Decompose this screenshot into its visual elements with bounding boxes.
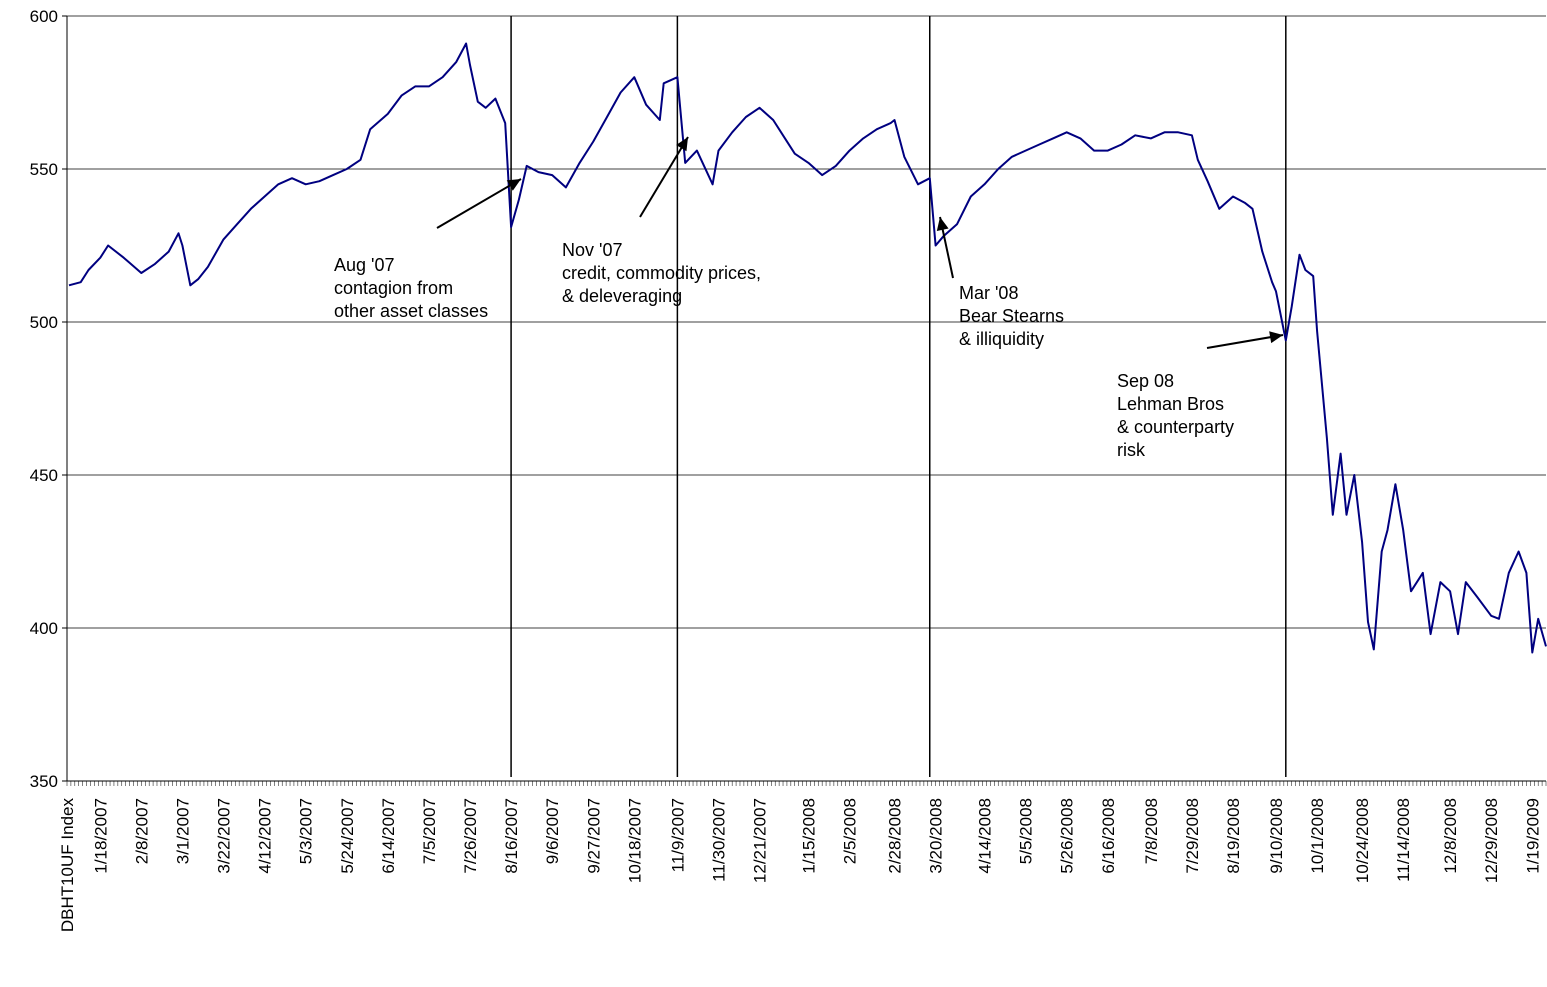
- arrowhead: [936, 217, 949, 231]
- event-lines: [510, 16, 1287, 777]
- x-tick-label: 7/26/2007: [461, 798, 480, 874]
- x-tick-label: 2/8/2007: [132, 798, 151, 864]
- x-tick-label: 8/19/2008: [1224, 798, 1243, 874]
- x-tick-label: 12/29/2008: [1482, 798, 1501, 883]
- annotation-line: Nov '07: [562, 240, 622, 260]
- y-tick-label: 550: [30, 160, 58, 179]
- x-tick-label: 7/8/2008: [1142, 798, 1161, 864]
- x-tick-label: 1/18/2007: [91, 798, 110, 874]
- annotation-text: Nov '07 credit, commodity prices, & deleve…: [562, 240, 761, 306]
- annotation-line: & counterparty: [1117, 417, 1234, 437]
- x-tick-label: 10/24/2008: [1353, 798, 1372, 883]
- annotation-line: Mar '08: [959, 283, 1018, 303]
- x-tick-label: 9/10/2008: [1267, 798, 1286, 874]
- x-tick-label: 11/9/2007: [668, 798, 687, 872]
- annotation-line: Lehman Bros: [1117, 394, 1224, 414]
- x-tick-label: 5/24/2007: [338, 798, 357, 874]
- x-tick-label: 7/5/2007: [420, 798, 439, 864]
- arrowhead: [506, 179, 521, 191]
- gridlines: [67, 15, 1546, 629]
- x-tick-label: 9/6/2007: [543, 798, 562, 864]
- series-layer: [68, 42, 1547, 654]
- y-tick-label: 400: [30, 619, 58, 638]
- x-tick-label: 1/15/2008: [799, 798, 818, 874]
- annotation-text: Aug '07 contagion from other asset classes: [334, 255, 488, 321]
- x-tick-label: 12/8/2008: [1441, 798, 1460, 874]
- x-tick-label: 9/27/2007: [584, 798, 603, 874]
- x-tick-label: 4/12/2007: [256, 798, 275, 874]
- annotation-line: Sep 08: [1117, 371, 1174, 391]
- annotation-line: & illiquidity: [959, 329, 1044, 349]
- arrowhead: [676, 137, 688, 152]
- annotation-line: & deleveraging: [562, 286, 682, 306]
- x-tick-label: 4/14/2008: [976, 798, 995, 874]
- x-tick-label: 10/18/2007: [625, 798, 644, 883]
- x-tick-label: 1/19/2009: [1523, 798, 1542, 874]
- x-axis-label: DBHT10UF Index: [58, 798, 77, 933]
- annotation-line: contagion from: [334, 278, 453, 298]
- x-tick-label: 7/29/2008: [1183, 798, 1202, 874]
- axes: 350 400 450 500 550 600 DBHT10UF Index 1/18/200…: [30, 7, 1547, 933]
- x-tick-label: 3/22/2007: [215, 798, 234, 874]
- annotation-arrow: [436, 178, 522, 229]
- x-tick-label: 11/14/2008: [1394, 798, 1413, 882]
- arrowhead: [1269, 331, 1283, 344]
- x-tick-label: 12/21/2007: [751, 798, 770, 883]
- x-tick-label: 2/28/2008: [886, 798, 905, 874]
- x-tick-label: 8/16/2007: [502, 798, 521, 874]
- y-tick-label: 350: [30, 772, 58, 791]
- x-tick-label: 5/5/2008: [1017, 798, 1036, 864]
- annotation-line: credit, commodity prices,: [562, 263, 761, 283]
- x-tick-label: 6/14/2007: [379, 798, 398, 874]
- x-tick-label: 5/3/2007: [297, 798, 316, 864]
- annotation-arrow: [639, 136, 689, 218]
- series-line: [68, 42, 1547, 654]
- x-tick-label: 10/1/2008: [1308, 798, 1327, 874]
- annotation-line: other asset classes: [334, 301, 488, 321]
- y-tick-label: 450: [30, 466, 58, 485]
- x-tick-label: 11/30/2007: [709, 798, 728, 882]
- y-tick-label: 500: [30, 313, 58, 332]
- annotation-text: Sep 08 Lehman Bros & counterparty risk: [1117, 371, 1234, 460]
- x-tick-label: 6/16/2008: [1099, 798, 1118, 874]
- annotation-line: Aug '07: [334, 255, 395, 275]
- annotation-line: Bear Stearns: [959, 306, 1064, 326]
- y-tick-label: 600: [30, 7, 58, 26]
- annotation-text: Mar '08 Bear Stearns & illiquidity: [959, 283, 1064, 349]
- annotations: Aug '07 contagion from other asset classes…: [334, 136, 1284, 460]
- x-tick-label: 2/5/2008: [841, 798, 860, 864]
- x-tick-label: 3/20/2008: [927, 798, 946, 874]
- annotation-line: risk: [1117, 440, 1146, 460]
- x-tick-label: 5/26/2008: [1058, 798, 1077, 874]
- x-tick-label: 3/1/2007: [173, 798, 192, 864]
